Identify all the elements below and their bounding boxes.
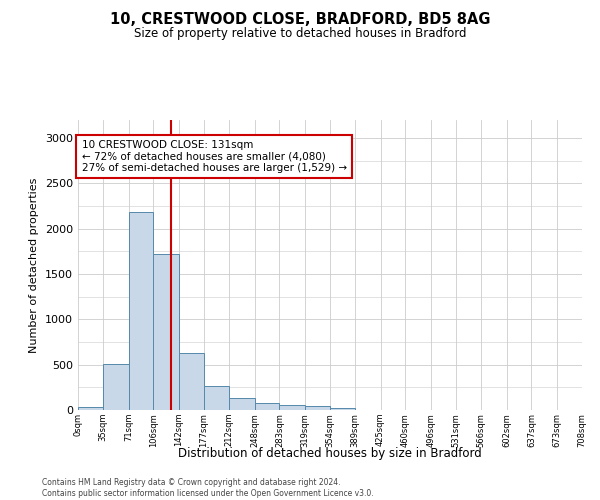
Bar	[330, 408, 355, 410]
Text: Size of property relative to detached houses in Bradford: Size of property relative to detached ho…	[134, 28, 466, 40]
Bar	[179, 353, 204, 410]
Bar	[229, 398, 254, 410]
Text: Contains HM Land Registry data © Crown copyright and database right 2024.
Contai: Contains HM Land Registry data © Crown c…	[42, 478, 374, 498]
Text: Distribution of detached houses by size in Bradford: Distribution of detached houses by size …	[178, 448, 482, 460]
Y-axis label: Number of detached properties: Number of detached properties	[29, 178, 40, 352]
Bar	[103, 364, 128, 410]
Bar	[128, 212, 154, 410]
Text: 10 CRESTWOOD CLOSE: 131sqm
← 72% of detached houses are smaller (4,080)
27% of s: 10 CRESTWOOD CLOSE: 131sqm ← 72% of deta…	[82, 140, 347, 173]
Bar	[254, 403, 280, 410]
Bar	[204, 386, 229, 410]
Bar	[305, 406, 330, 410]
Bar	[78, 408, 103, 410]
Bar	[154, 254, 179, 410]
Bar	[280, 406, 305, 410]
Text: 10, CRESTWOOD CLOSE, BRADFORD, BD5 8AG: 10, CRESTWOOD CLOSE, BRADFORD, BD5 8AG	[110, 12, 490, 28]
